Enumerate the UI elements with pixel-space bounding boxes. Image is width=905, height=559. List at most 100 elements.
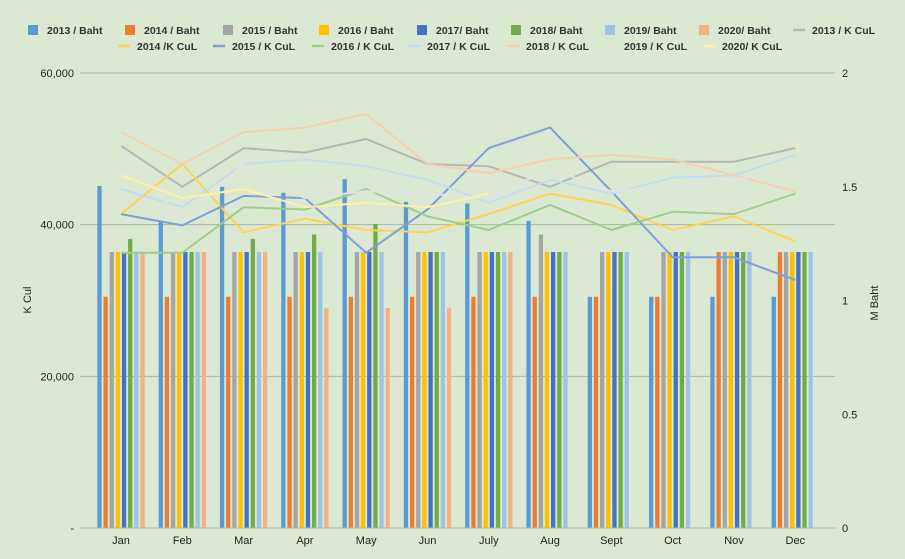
line-2016-k-cul	[121, 188, 796, 254]
legend-item-2013-baht: 2013 / Baht	[28, 25, 103, 37]
bar-2017-baht-oct	[673, 251, 678, 528]
legend-item-2016-k-cul: 2016 / K CuL	[312, 41, 395, 53]
bar-2013-baht-jan	[97, 185, 102, 529]
bar-2013-baht-nov	[710, 296, 715, 528]
bar-2016-baht-oct	[667, 251, 672, 528]
bar-2019-baht-apr	[318, 251, 323, 528]
legend-item-2016-baht: 2016 / Baht	[319, 25, 394, 37]
bar-2014-baht-jun	[409, 296, 415, 528]
bar-2017-baht-feb	[183, 251, 188, 528]
bar-2017-baht-may	[367, 251, 372, 528]
bar-2014-baht-aug	[532, 296, 537, 528]
line-2018-k-cul	[120, 112, 796, 193]
bar-2013-baht-sept	[587, 296, 593, 528]
bar-2019-baht-jan	[134, 251, 139, 528]
bar-2019-baht-may	[379, 251, 384, 528]
bar-2014-baht-dec	[777, 251, 783, 528]
legend-item-2020-k-cul: 2020/ K CuL	[703, 41, 783, 53]
bar-2013-baht-july	[465, 203, 470, 528]
bar-2020-baht-jan	[140, 251, 145, 528]
legend-label: 2013 / K CuL	[812, 25, 876, 37]
bar-2017-baht-dec	[796, 251, 801, 528]
legend-swatch	[605, 25, 615, 35]
legend-label: 2019 / K CuL	[624, 41, 688, 53]
bar-2017-baht-aug	[551, 251, 556, 528]
bar-2018-baht-mar	[250, 239, 255, 528]
x-tick-label-nov: Nov	[724, 535, 744, 547]
legend-label: 2017 / K CuL	[427, 41, 491, 53]
bar-2014-baht-apr	[287, 296, 292, 528]
line-2017-k-cul	[120, 153, 796, 209]
bar-2019-baht-feb	[195, 251, 200, 528]
legend-label: 2019/ Baht	[624, 25, 677, 37]
x-tick-label-aug: Aug	[540, 535, 560, 547]
legend-label: 2015 / K CuL	[232, 41, 296, 53]
legend-item-2013-k-cul: 2013 / K CuL	[793, 25, 876, 37]
bar-2017-baht-july	[489, 251, 495, 528]
bar-2018-baht-may	[373, 223, 378, 528]
legend-label: 2013 / Baht	[47, 25, 103, 37]
legend-item-2019-k-cul: 2019 / K CuL	[605, 41, 688, 53]
bar-2014-baht-jan	[103, 296, 108, 528]
bar-2019-baht-oct	[685, 251, 691, 528]
legend-swatch	[699, 25, 709, 35]
bar-2016-baht-nov	[728, 251, 734, 528]
bar-2016-baht-jan	[115, 251, 121, 528]
bar-2016-baht-mar	[238, 251, 243, 528]
legend-swatch	[125, 25, 135, 35]
bar-2018-baht-apr	[311, 234, 317, 528]
x-tick-label-july: July	[479, 535, 499, 547]
bar-2015-baht-jun	[416, 251, 421, 528]
y-right-tick-label: 0	[842, 523, 848, 535]
bar-2020-baht-mar	[262, 251, 268, 528]
bar-2013-baht-jun	[403, 201, 409, 529]
bar-2015-baht-dec	[783, 251, 789, 528]
legend-item-2014-k-cul: 2014 /K CuL	[118, 41, 198, 53]
bar-2014-baht-may	[348, 296, 353, 528]
legend-item-2017-baht: 2017/ Baht	[417, 25, 489, 37]
x-tick-label-jun: Jun	[419, 535, 437, 547]
bar-2020-baht-apr	[324, 308, 329, 528]
legend-label: 2018/ Baht	[530, 25, 583, 37]
bar-2020-baht-jun	[446, 308, 452, 528]
bar-2018-baht-aug	[557, 251, 562, 528]
bar-2020-baht-feb	[201, 251, 206, 528]
bar-2019-baht-dec	[808, 251, 813, 528]
bar-2015-baht-aug	[538, 234, 544, 528]
bar-2018-baht-jan	[128, 239, 133, 528]
legend-swatch	[319, 25, 329, 35]
legend-label: 2017/ Baht	[436, 25, 489, 37]
bar-2013-baht-feb	[158, 220, 163, 529]
bar-2019-baht-mar	[256, 251, 262, 528]
bar-2014-baht-sept	[593, 296, 599, 528]
bar-2017-baht-nov	[734, 251, 740, 528]
bar-2017-baht-mar	[244, 251, 249, 528]
legend-item-2020-baht: 2020/ Baht	[699, 25, 771, 37]
y-left-axis-title: K Cul	[22, 287, 34, 314]
legend-label: 2016 / K CuL	[331, 41, 395, 53]
bar-2017-baht-jun	[428, 251, 433, 528]
legend-swatch	[417, 25, 427, 35]
legend-item-2017-k-cul: 2017 / K CuL	[408, 41, 491, 53]
x-tick-label-mar: Mar	[234, 535, 253, 547]
bar-2016-baht-jun	[422, 251, 427, 528]
x-tick-label-may: May	[356, 535, 377, 547]
x-tick-label-sept: Sept	[600, 535, 623, 547]
legend: 2013 / Baht 2014 / Baht 2015 / Baht 2016 / …	[28, 25, 876, 53]
bar-2019-baht-july	[502, 251, 507, 528]
bar-2015-baht-oct	[661, 251, 666, 528]
axes: - 20,000 40,000 60,000 0 0.5 1 1.5 2 K Cul M Baht J…	[22, 68, 881, 547]
x-tick-label-feb: Feb	[173, 535, 192, 547]
y-left-tick-label: 20,000	[40, 371, 74, 383]
bar-2018-baht-feb	[189, 251, 194, 528]
x-tick-label-jan: Jan	[112, 535, 130, 547]
bar-2015-baht-july	[477, 251, 482, 528]
x-tick-label-oct: Oct	[664, 535, 681, 547]
legend-item-2015-baht: 2015 / Baht	[223, 25, 298, 37]
legend-label: 2014 /K CuL	[137, 41, 198, 53]
legend-swatch	[511, 25, 521, 35]
bar-2015-baht-mar	[232, 251, 237, 528]
legend-item-2014-baht: 2014 / Baht	[125, 25, 200, 37]
legend-label: 2020/ Baht	[718, 25, 771, 37]
